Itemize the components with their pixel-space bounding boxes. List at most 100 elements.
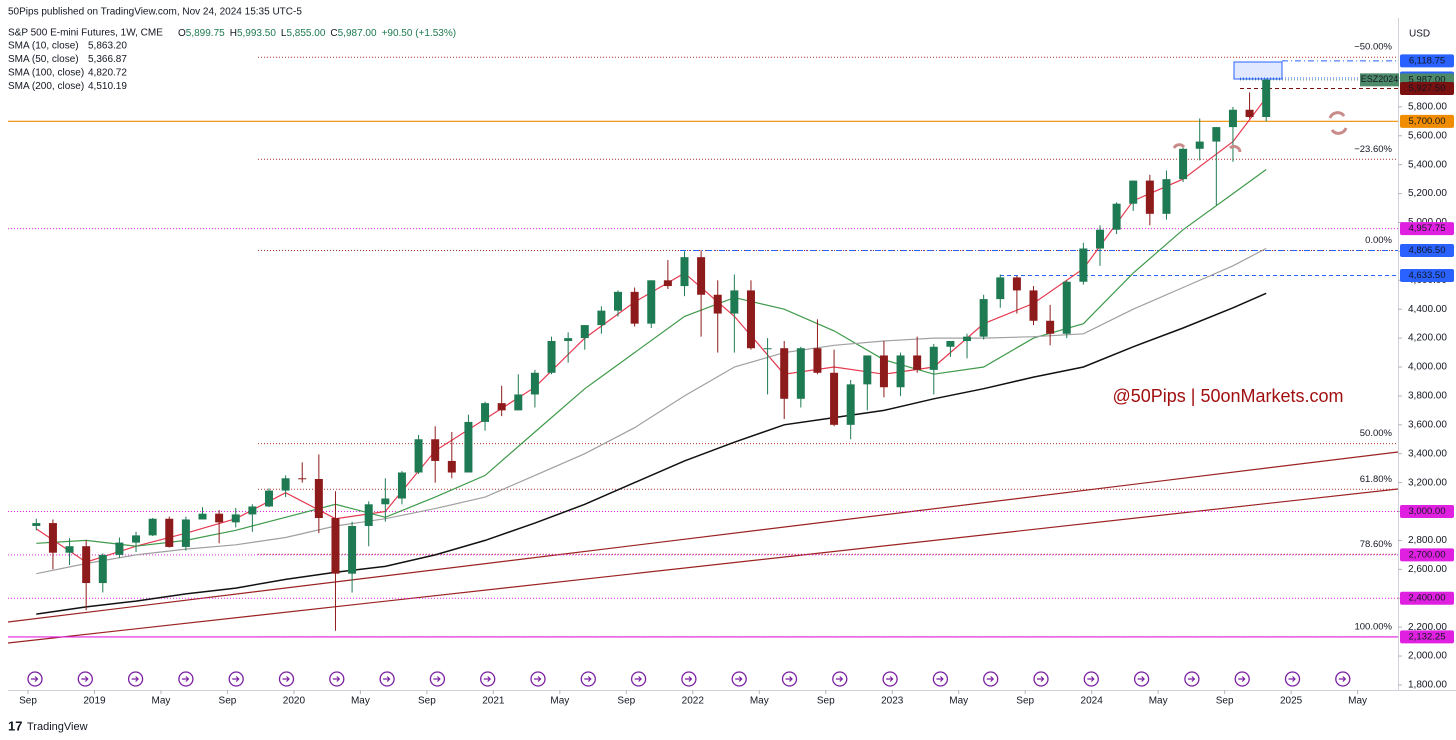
candle-body — [1129, 180, 1138, 204]
ohlc-value: 5,993.50 — [237, 28, 276, 39]
fib-label: −50.00% — [1354, 42, 1392, 53]
y-tick-label: 1,800.00 — [1408, 680, 1447, 691]
price-badge — [1400, 54, 1454, 68]
x-tick-label: 2024 — [1081, 696, 1104, 707]
candle-body — [680, 257, 689, 287]
candle-body — [929, 346, 938, 370]
candle-body — [331, 518, 340, 574]
candle-body — [1079, 248, 1088, 282]
event-icon-arrow — [735, 676, 743, 682]
price-badge-label: 5,987.00 — [1409, 74, 1446, 85]
candle-body — [697, 257, 706, 295]
symbol-badge-label: ESZ2024 — [1361, 74, 1399, 84]
candle-body — [663, 280, 672, 287]
candle-body — [630, 291, 639, 324]
trend-line — [7, 451, 1399, 623]
candle-body — [796, 348, 805, 399]
price-badge-label: 4,806.50 — [1409, 245, 1446, 256]
x-tick-label: 2021 — [482, 696, 505, 707]
legend-name: SMA (10, close) — [8, 41, 79, 52]
event-icon-arrow — [684, 676, 693, 682]
price-badge-label: 4,957.75 — [1409, 223, 1446, 234]
event-icon-arrow — [383, 676, 391, 682]
footer: 17 TradingView — [8, 718, 88, 733]
candle-body — [996, 277, 1005, 300]
y-tick-label: 3,400.00 — [1408, 448, 1447, 459]
candle-body — [497, 403, 506, 411]
candle-body — [963, 336, 972, 341]
candle-body — [580, 325, 589, 339]
y-tick-label: 3,600.00 — [1408, 419, 1447, 430]
candle-body — [863, 355, 872, 385]
price-badge — [1400, 81, 1454, 95]
candle-body — [248, 506, 257, 515]
footer-brand: TradingView — [27, 721, 88, 733]
x-tick-label: Sep — [817, 696, 835, 707]
x-tick-label: 2023 — [881, 696, 904, 707]
y-tick-label: 5,800.00 — [1408, 102, 1447, 113]
x-tick-label: Sep — [1216, 696, 1234, 707]
candle-body — [348, 525, 357, 574]
candle-body — [1179, 148, 1188, 180]
legend-value: 5,366.87 — [88, 54, 127, 65]
candle-body — [1046, 320, 1055, 334]
candle-body — [1262, 79, 1271, 117]
price-badge-label: 2,132.25 — [1409, 631, 1446, 642]
event-icon-arrow — [81, 676, 89, 682]
x-tick-label: 2020 — [283, 696, 306, 707]
price-badge — [1400, 243, 1454, 257]
sma-line — [36, 169, 1267, 547]
candle-body — [447, 460, 456, 473]
candle-body — [1162, 179, 1171, 214]
candle-body — [1112, 203, 1121, 230]
price-badge — [1400, 591, 1454, 605]
sma-line — [36, 247, 1267, 575]
fib-label: 61.80% — [1360, 474, 1393, 485]
price-badge — [1400, 548, 1454, 562]
price-badge — [1400, 114, 1454, 128]
y-tick-label: 3,800.00 — [1408, 391, 1447, 402]
candle-body — [181, 519, 190, 547]
event-icon-arrow — [534, 676, 542, 682]
price-badge-label: 2,700.00 — [1409, 549, 1446, 560]
event-icon-arrow — [232, 676, 240, 682]
candle-body — [165, 518, 174, 547]
candle-body — [32, 523, 41, 526]
candle-body — [746, 290, 755, 349]
candle-body — [979, 299, 988, 337]
candle-body — [1012, 277, 1021, 291]
candle-body — [115, 542, 124, 555]
ohlc-value: 5,855.00 — [286, 28, 325, 39]
x-tick-label: May — [1149, 696, 1168, 707]
candle-body — [564, 338, 573, 341]
currency-label: USD — [1409, 29, 1430, 40]
candle-body — [198, 513, 207, 520]
event-icon-arrow — [332, 676, 341, 682]
legend-value: 4,820.72 — [88, 68, 127, 79]
candle-body — [730, 290, 739, 314]
y-tick-label: 4,000.00 — [1408, 362, 1447, 373]
candle-body — [1245, 109, 1254, 117]
event-icon-arrow — [886, 676, 894, 682]
candle-body — [264, 490, 273, 507]
candle-body — [597, 310, 606, 326]
candle-body — [231, 514, 240, 523]
event-icon-arrow — [835, 676, 844, 682]
x-tick-label: May — [949, 696, 968, 707]
event-icon-arrow — [1187, 676, 1196, 682]
candle-body — [215, 513, 224, 523]
target-box — [1233, 61, 1283, 80]
x-tick-label: May — [750, 696, 769, 707]
price-badge — [1400, 222, 1454, 236]
x-tick-label: 2025 — [1280, 696, 1303, 707]
y-tick-label: 2,000.00 — [1408, 651, 1447, 662]
ohlc-label: C — [330, 28, 337, 39]
candle-body — [464, 421, 473, 473]
fib-label: 50.00% — [1360, 428, 1393, 439]
symbol: S&P 500 E-mini Futures, 1W, CME — [8, 28, 163, 39]
candle-body — [98, 554, 107, 584]
x-tick-label: May — [152, 696, 171, 707]
candle-body — [314, 479, 323, 519]
candle-body — [614, 291, 623, 311]
